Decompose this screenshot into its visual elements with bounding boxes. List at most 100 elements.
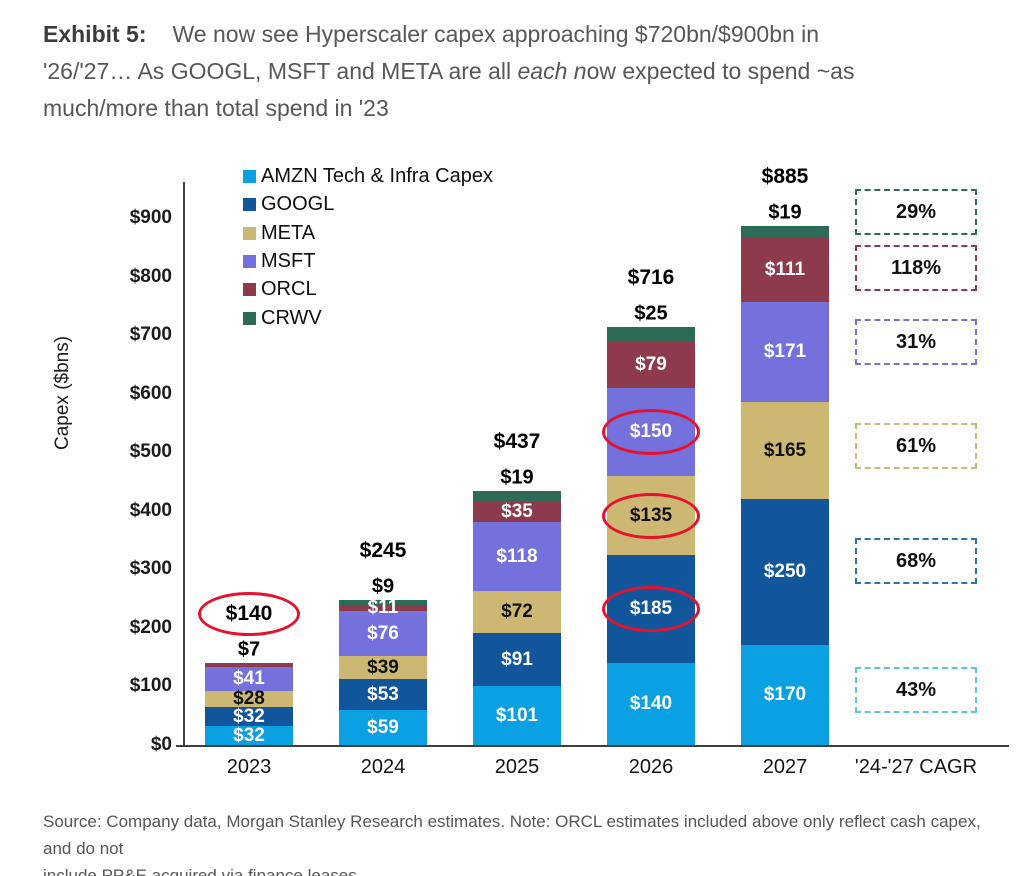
legend-swatch-orcl-icon (243, 283, 256, 297)
bar-segment-msft-2027 (741, 302, 829, 402)
above-bar-label-crwv: $19 (500, 466, 534, 489)
cagr-box-orcl: 118% (855, 245, 977, 291)
bar-segment-crwv-2027 (741, 226, 829, 237)
bar-total-label: $437 (493, 430, 541, 453)
legend-swatch-meta-icon (243, 226, 256, 240)
bar-total-label: $885 (761, 165, 809, 188)
cagr-box-msft: 31% (855, 319, 977, 365)
legend-item-orcl: ORCL (243, 278, 317, 301)
y-axis-title: Capex ($bns) (52, 335, 73, 450)
legend-label: GOOGL (261, 193, 335, 216)
bar-segment-googl-2024 (339, 679, 427, 710)
bar-segment-msft-2025 (473, 522, 561, 591)
highlight-circle-total (198, 592, 300, 636)
y-tick-label: $400 (129, 499, 172, 521)
segment-value-label: $118 (496, 545, 538, 567)
segment-value-label: $91 (501, 648, 533, 670)
segment-value-label: $76 (367, 622, 399, 644)
source-note-line-2: include PP&E acquired via finance leases (43, 866, 357, 876)
above-bar-label-crwv: $19 (768, 201, 802, 224)
segment-value-label: $101 (495, 704, 539, 726)
x-axis-label-2027: 2027 (762, 756, 808, 778)
legend-label: META (261, 221, 316, 244)
title-text-2a: '26/'27… As GOOGL, MSFT and META are all (43, 58, 518, 84)
above-bar-label-crwv: $25 (634, 302, 668, 325)
bar-segment-meta-2024 (339, 656, 427, 679)
title-text-2c: ow expected to spend ~as (586, 58, 855, 84)
title-line-2: '26/'27… As GOOGL, MSFT and META are all… (43, 53, 854, 90)
source-note-line-1: Source: Company data, Morgan Stanley Res… (43, 812, 981, 859)
title-line-1: Exhibit 5: We now see Hyperscaler capex a… (43, 16, 854, 53)
title-text-2b-italic: each n (517, 58, 587, 84)
bar-segment-amzn-2024 (339, 710, 427, 745)
segment-value-label: $170 (763, 684, 807, 705)
segment-value-label: $165 (763, 439, 807, 461)
bar-segment-meta-2023 (205, 691, 293, 707)
source-note: Source: Company data, Morgan Stanley Res… (43, 808, 1008, 876)
legend-item-msft: MSFT (243, 250, 315, 273)
bar-segment-googl-2025 (473, 633, 561, 686)
legend-label: AMZN Tech & Infra Capex (261, 165, 493, 187)
y-tick-label: $200 (129, 616, 172, 638)
segment-value-label: $11 (367, 597, 399, 618)
legend-label: CRWV (261, 306, 322, 329)
legend-swatch-amzn-icon (243, 170, 256, 183)
bar-segment-meta-2025 (473, 591, 561, 633)
segment-value-label: $79 (635, 354, 667, 375)
highlight-circle (602, 586, 700, 632)
bar-segment-googl-2027 (741, 499, 829, 645)
highlight-circle (602, 492, 700, 539)
x-axis-label-2023: 2023 (226, 756, 272, 778)
segment-value-label: $171 (763, 341, 807, 362)
legend-item-googl: GOOGL (243, 193, 334, 216)
y-tick-label: $700 (129, 324, 172, 346)
y-tick-label: $0 (150, 734, 172, 755)
exhibit-label: Exhibit 5: (43, 21, 147, 47)
bar-segment-meta-2027 (741, 402, 829, 499)
x-axis-label-cagr: '24-'27 CAGR (854, 756, 978, 778)
bar-segment-msft-2024 (339, 611, 427, 656)
exhibit-title: Exhibit 5: We now see Hyperscaler capex a… (43, 16, 854, 127)
y-tick-label: $600 (129, 382, 172, 404)
segment-value-label: $72 (501, 601, 533, 622)
segment-value-label: $41 (233, 668, 265, 689)
segment-value-label: $250 (763, 561, 807, 582)
bar-segment-orcl-2024 (339, 605, 427, 611)
title-text-3: much/more than total spend in '23 (43, 95, 389, 121)
x-axis-label-2025: 2025 (494, 756, 540, 778)
bar-segment-orcl-2025 (473, 502, 561, 522)
segment-value-label: $35 (501, 501, 533, 522)
cagr-box-amzn: 43% (855, 667, 977, 713)
cagr-box-googl: 68% (855, 538, 977, 584)
cagr-box-meta: 61% (855, 423, 977, 469)
segment-value-label: $28 (233, 688, 265, 709)
segment-value-label: $59 (367, 716, 399, 738)
above-bar-label-crwv: $9 (371, 575, 395, 598)
y-tick-label: $500 (129, 441, 172, 463)
legend-item-meta: META (243, 222, 315, 245)
legend-swatch-crwv-icon (243, 311, 256, 325)
segment-value-label: $32 (233, 705, 265, 727)
x-axis-line (176, 745, 1009, 747)
y-axis-line (183, 182, 185, 746)
bar-segment-amzn-2025 (473, 686, 561, 745)
title-text-1: We now see Hyperscaler capex approaching… (172, 21, 820, 47)
highlight-circle (602, 409, 700, 455)
y-tick-label: $900 (129, 207, 172, 228)
segment-value-label: $39 (367, 656, 399, 678)
legend-label: MSFT (261, 249, 316, 272)
segment-value-label: $32 (233, 724, 265, 746)
legend-item-crwv: CRWV (243, 307, 322, 330)
above-bar-label-orcl: $7 (237, 638, 261, 661)
bar-segment-googl-2023 (205, 707, 293, 726)
segment-value-label: $53 (367, 683, 399, 705)
bar-segment-orcl-2027 (741, 237, 829, 302)
bar-segment-orcl-2023 (205, 663, 293, 667)
y-tick-label: $300 (129, 558, 172, 580)
bar-segment-amzn-2027 (741, 645, 829, 745)
x-axis-label-2026: 2026 (628, 756, 674, 778)
bar-total-label: $245 (359, 539, 407, 562)
x-axis-label-2024: 2024 (360, 756, 406, 778)
bar-total-label: $716 (627, 266, 675, 289)
